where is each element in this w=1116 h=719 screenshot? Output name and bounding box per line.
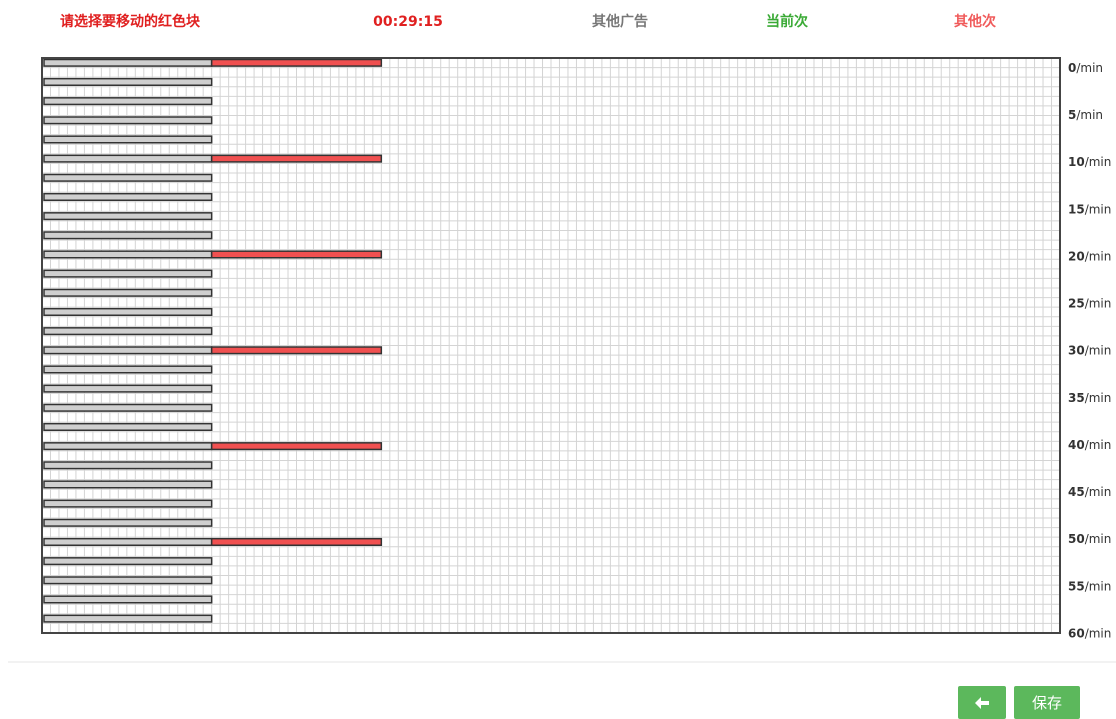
time-value: 55	[1068, 579, 1085, 593]
ad-block[interactable]	[43, 422, 213, 431]
ad-block[interactable]	[43, 307, 213, 316]
time-label: 0/min	[1068, 61, 1103, 75]
ad-block[interactable]	[43, 135, 213, 144]
ad-block[interactable]	[43, 288, 213, 297]
ad-block[interactable]	[43, 518, 213, 527]
time-unit: /min	[1085, 343, 1112, 357]
time-value: 40	[1068, 437, 1085, 451]
back-button[interactable]	[958, 686, 1006, 719]
ad-block[interactable]	[43, 576, 213, 585]
time-unit: /min	[1085, 296, 1112, 310]
time-value: 10	[1068, 155, 1085, 169]
ad-block[interactable]	[43, 77, 213, 86]
time-unit: /min	[1085, 532, 1112, 546]
ad-block[interactable]	[43, 442, 213, 451]
save-button[interactable]: 保存	[1014, 686, 1080, 719]
red-block[interactable]	[210, 250, 383, 259]
ad-block[interactable]	[43, 250, 213, 259]
ad-block[interactable]	[43, 595, 213, 604]
time-label: 25/min	[1068, 296, 1111, 310]
ad-block[interactable]	[43, 97, 213, 106]
time-label: 45/min	[1068, 485, 1111, 499]
grid	[41, 57, 1061, 634]
time-unit: /min	[1085, 437, 1112, 451]
time-unit: /min	[1085, 579, 1112, 593]
time-value: 20	[1068, 249, 1085, 263]
ad-block[interactable]	[43, 173, 213, 182]
ad-block[interactable]	[43, 557, 213, 566]
ad-block[interactable]	[43, 154, 213, 163]
ad-block[interactable]	[43, 327, 213, 336]
time-unit: /min	[1085, 155, 1112, 169]
ad-block[interactable]	[43, 614, 213, 623]
time-value: 35	[1068, 390, 1085, 404]
ad-block[interactable]	[43, 116, 213, 125]
time-value: 15	[1068, 202, 1085, 216]
ad-block[interactable]	[43, 192, 213, 202]
time-label: 40/min	[1068, 437, 1111, 451]
ad-block[interactable]	[43, 499, 213, 508]
legend-other-ads: 其他广告	[592, 13, 648, 30]
time-label: 60/min	[1068, 626, 1111, 640]
legend-current: 当前次	[766, 13, 808, 30]
time-label: 15/min	[1068, 202, 1111, 216]
time-label: 30/min	[1068, 343, 1111, 357]
red-block[interactable]	[210, 537, 383, 547]
time-label: 5/min	[1068, 108, 1103, 122]
time-value: 30	[1068, 343, 1085, 357]
ad-block[interactable]	[43, 365, 213, 374]
time-value: 60	[1068, 626, 1085, 640]
time-label: 50/min	[1068, 532, 1111, 546]
ad-block[interactable]	[43, 461, 213, 470]
time-label: 55/min	[1068, 579, 1111, 593]
time-unit: /min	[1085, 390, 1112, 404]
red-block[interactable]	[210, 442, 383, 451]
time-value: 0	[1068, 61, 1076, 75]
time-unit: /min	[1076, 108, 1103, 122]
legend-other-times: 其他次	[954, 13, 996, 30]
time-value: 25	[1068, 296, 1085, 310]
time-label: 20/min	[1068, 249, 1111, 263]
time-label: 10/min	[1068, 155, 1111, 169]
time-value: 45	[1068, 485, 1085, 499]
ad-block[interactable]	[43, 537, 213, 547]
ad-block[interactable]	[43, 269, 213, 278]
time-unit: /min	[1085, 626, 1112, 640]
ad-block[interactable]	[43, 384, 213, 393]
time-unit: /min	[1076, 61, 1103, 75]
time-unit: /min	[1085, 202, 1112, 216]
time-value: 5	[1068, 108, 1076, 122]
ad-block[interactable]	[43, 58, 213, 67]
grid-border	[41, 57, 1061, 634]
ad-block[interactable]	[43, 231, 213, 240]
red-block[interactable]	[210, 346, 383, 355]
time-label: 35/min	[1068, 390, 1111, 404]
ad-block[interactable]	[43, 346, 213, 355]
arrow-icon	[975, 696, 989, 709]
red-block[interactable]	[210, 154, 383, 163]
ad-block[interactable]	[43, 480, 213, 489]
time-unit: /min	[1085, 485, 1112, 499]
time-value: 50	[1068, 532, 1085, 546]
time-unit: /min	[1085, 249, 1112, 263]
timer: 00:29:15	[373, 14, 443, 30]
ad-block[interactable]	[43, 403, 213, 412]
red-block[interactable]	[210, 58, 383, 67]
instruction: 请选择要移动的红色块	[60, 13, 201, 30]
ad-block[interactable]	[43, 212, 213, 221]
